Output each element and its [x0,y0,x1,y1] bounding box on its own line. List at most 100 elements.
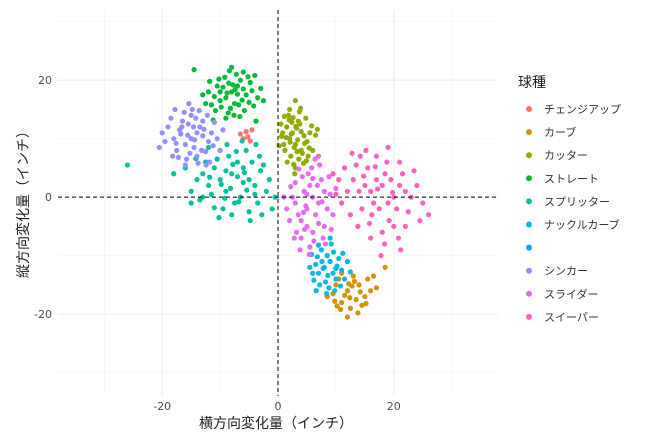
data-point [327,258,333,265]
data-point [174,147,180,153]
legend-key [526,129,532,136]
data-point [223,168,229,174]
data-point [211,165,217,171]
data-point [292,200,298,206]
data-point [292,98,298,104]
data-point [311,277,317,283]
data-point [207,174,213,180]
data-point [307,244,313,250]
series-group [276,98,320,177]
data-point [365,165,371,171]
data-point [336,177,342,183]
data-point [178,131,184,137]
data-point [237,77,243,83]
data-point [179,118,186,124]
data-point [310,229,316,235]
legend-item: スプリッター [526,195,610,208]
data-point [189,106,195,113]
data-point [357,289,363,295]
data-point [191,67,197,73]
data-point [191,144,197,151]
data-point [211,93,217,100]
data-point [203,148,209,155]
legend-label: スプリッター [544,195,610,208]
data-point [374,186,381,192]
data-point [333,282,339,288]
data-point [363,300,369,307]
data-point [320,235,326,241]
data-point [234,174,241,180]
data-point [223,115,229,121]
legend-item: チェンジアップ [526,103,621,116]
data-point [204,112,210,118]
data-point [321,223,327,229]
data-point [286,217,293,224]
data-point [240,165,246,171]
data-point [378,253,384,259]
legend-key [526,267,532,274]
data-point [328,241,334,247]
data-point [315,242,322,248]
data-point [310,175,316,182]
data-point [310,270,316,276]
data-point [315,153,322,159]
data-point [232,86,238,93]
data-point [349,150,355,156]
data-point [222,74,228,80]
data-point [288,131,294,137]
data-point [185,132,191,138]
data-point [282,147,288,153]
data-point [286,106,293,113]
data-point [322,241,329,247]
data-point [306,251,312,258]
data-point [308,123,315,129]
data-point [258,85,264,91]
data-point [324,253,330,259]
data-point [214,156,220,162]
data-point [402,188,408,194]
y-tick-label: 20 [38,74,52,87]
data-point [231,200,238,206]
data-point [194,130,200,136]
data-point [414,182,420,189]
data-point [314,254,320,260]
data-point [353,162,359,168]
data-point [344,188,351,194]
data-point [243,92,249,98]
data-point [217,98,223,104]
data-point [249,88,255,94]
data-point [205,144,212,151]
data-point [214,136,220,142]
data-point [247,217,253,224]
data-point [295,137,301,143]
data-point [246,209,252,215]
data-point [334,303,340,309]
data-point [188,112,194,118]
data-point [188,200,194,206]
data-point [294,148,300,155]
data-point [390,189,396,196]
data-point [332,288,338,294]
series-group [124,138,278,224]
data-point [318,177,325,183]
series-group [330,144,432,259]
data-point [168,115,174,121]
data-point [326,174,332,180]
series-group [156,100,226,168]
data-point [395,235,402,241]
data-point [425,212,432,218]
data-point [346,281,352,287]
data-point [217,147,223,153]
data-point [361,173,367,179]
data-point [330,171,336,177]
data-point [355,310,361,316]
data-point [220,206,226,212]
legend-key [526,152,532,159]
data-point [172,106,178,113]
data-point [355,223,361,229]
data-point [388,177,394,183]
series-group [307,235,353,297]
data-point [203,162,209,168]
data-point [200,133,206,139]
data-point [337,283,344,289]
